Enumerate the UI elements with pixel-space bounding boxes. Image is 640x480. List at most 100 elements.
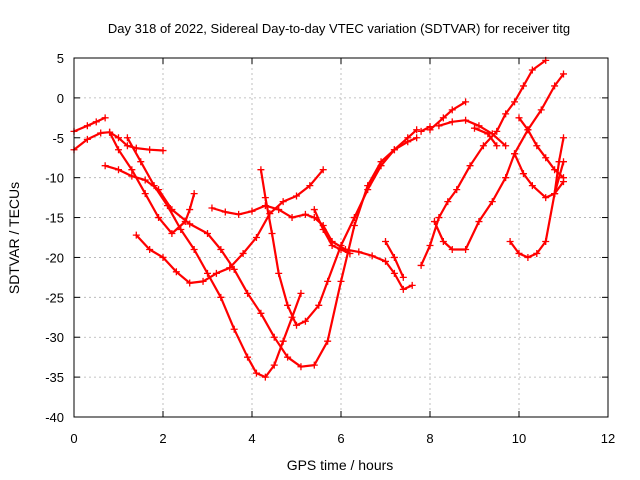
data-point — [475, 218, 483, 226]
data-point — [261, 194, 269, 202]
data-point — [560, 70, 567, 78]
data-point — [462, 245, 470, 253]
series-line — [509, 160, 565, 259]
data-point — [533, 142, 541, 150]
data-point — [190, 245, 198, 253]
data-point — [208, 204, 216, 212]
data-point — [462, 116, 470, 124]
series-line — [433, 72, 565, 251]
data-point — [439, 114, 447, 122]
data-point — [448, 106, 456, 114]
data-point — [146, 245, 154, 253]
data-point — [128, 172, 136, 180]
data-point — [310, 206, 318, 214]
data-point — [150, 182, 158, 190]
data-point — [435, 214, 443, 222]
data-point — [137, 158, 145, 166]
series-arc-10 — [382, 237, 407, 281]
data-point — [226, 264, 234, 272]
data-point — [524, 126, 532, 134]
data-point — [417, 127, 425, 135]
data-point — [377, 162, 385, 170]
data-point — [519, 170, 527, 178]
data-point — [230, 265, 238, 273]
series-line — [126, 136, 302, 379]
data-point — [83, 135, 91, 143]
data-point — [123, 134, 131, 142]
x-tick-label: 8 — [426, 431, 433, 446]
data-point — [244, 289, 252, 297]
data-point — [132, 231, 140, 239]
x-tick-label: 12 — [601, 431, 615, 446]
data-point — [306, 182, 314, 190]
series-line — [420, 125, 432, 133]
y-tick-label: -25 — [45, 290, 64, 305]
data-point — [186, 220, 194, 228]
data-point — [533, 249, 541, 257]
data-point — [83, 122, 91, 130]
data-point — [297, 363, 305, 371]
data-point — [284, 301, 292, 309]
data-point — [426, 241, 434, 249]
data-point — [115, 134, 122, 142]
data-series — [70, 56, 567, 381]
data-point — [279, 337, 287, 345]
data-point — [248, 207, 256, 215]
y-tick-label: 0 — [57, 91, 64, 106]
data-point — [212, 269, 220, 277]
data-point — [355, 248, 363, 256]
data-point — [448, 118, 456, 126]
data-point — [261, 373, 269, 381]
data-point — [413, 134, 421, 142]
data-point — [448, 245, 456, 253]
data-point — [204, 230, 211, 238]
data-point — [560, 174, 567, 182]
data-point — [252, 234, 260, 241]
data-point — [315, 301, 323, 309]
data-point — [560, 134, 567, 142]
series-line — [259, 128, 418, 327]
data-point — [163, 202, 171, 210]
data-point — [319, 166, 327, 174]
data-point — [524, 253, 532, 261]
data-point — [244, 353, 252, 361]
data-point — [155, 214, 163, 222]
data-point — [542, 154, 550, 162]
data-point — [230, 325, 238, 333]
data-point — [537, 106, 545, 114]
data-point — [364, 186, 372, 194]
x-axis-label: GPS time / hours — [287, 457, 394, 473]
data-point — [324, 337, 332, 345]
data-point — [115, 146, 122, 154]
data-point — [257, 166, 265, 174]
data-point — [297, 289, 305, 297]
data-point — [350, 222, 358, 230]
x-tick-label: 10 — [512, 431, 526, 446]
series-arc-14 — [426, 98, 470, 134]
data-point — [551, 190, 559, 198]
data-point — [337, 277, 345, 285]
data-point — [217, 293, 225, 301]
data-point — [462, 98, 470, 106]
data-point — [555, 158, 563, 166]
data-point — [159, 147, 167, 155]
data-point — [288, 214, 296, 222]
data-point — [172, 268, 180, 276]
y-tick-label: -40 — [45, 410, 64, 425]
series-arc-5 — [123, 134, 305, 381]
series-arc-20 — [551, 134, 567, 198]
data-point — [511, 98, 519, 106]
data-point — [204, 269, 211, 277]
data-point — [511, 150, 519, 158]
data-point — [479, 142, 487, 150]
data-point — [475, 122, 483, 130]
data-point — [310, 361, 318, 369]
data-point — [506, 237, 514, 245]
series-arc-6 — [132, 166, 327, 287]
x-tick-label: 6 — [337, 431, 344, 446]
series-arc-9 — [310, 206, 354, 257]
axis-ticks — [73, 57, 609, 418]
data-point — [141, 176, 149, 184]
series-arc-13 — [430, 70, 567, 253]
data-point — [97, 129, 105, 137]
